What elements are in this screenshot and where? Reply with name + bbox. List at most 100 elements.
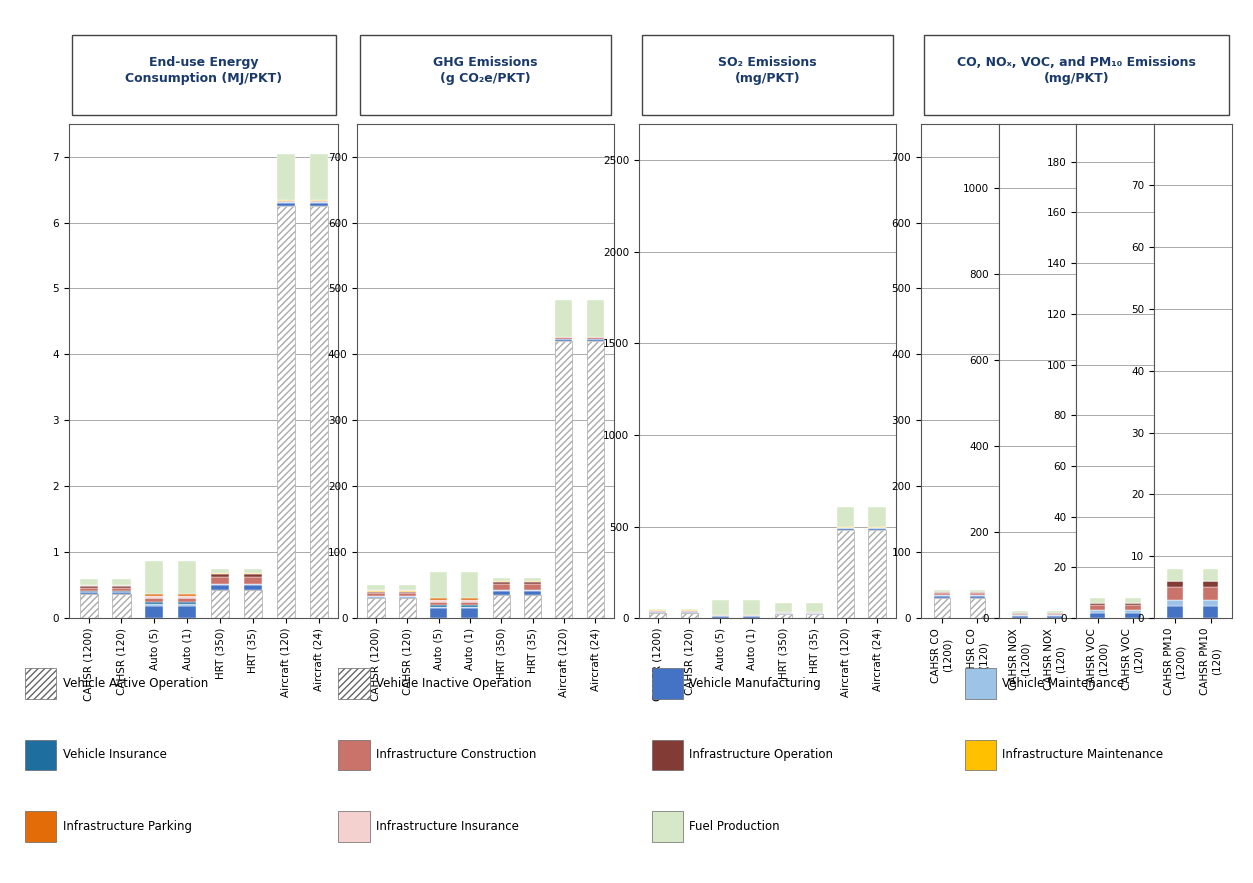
Bar (80, 593, 98, 618)
Bar (145, 606, 163, 618)
Bar (1203, 606, 1218, 618)
Bar (178, 599, 197, 601)
Bar (461, 599, 479, 600)
Bar (145, 604, 163, 606)
Bar (398, 599, 416, 618)
Bar (524, 585, 541, 590)
Bar (80, 586, 98, 588)
Bar (461, 600, 479, 601)
Bar (338, 668, 370, 698)
Bar (965, 668, 996, 698)
Bar (586, 339, 604, 341)
Bar (492, 577, 510, 580)
Bar (178, 601, 197, 604)
Bar (774, 615, 792, 618)
Bar (1168, 606, 1183, 618)
Bar (430, 607, 447, 608)
Bar (1012, 616, 1027, 618)
Bar (25, 740, 56, 770)
Bar (145, 601, 163, 604)
Text: GHG Emissions
(g CO₂e/PKT): GHG Emissions (g CO₂e/PKT) (434, 57, 538, 85)
Bar (1168, 581, 1183, 587)
Bar (868, 530, 886, 618)
Bar (80, 578, 98, 585)
Text: Vehicle Insurance: Vehicle Insurance (63, 749, 167, 761)
Bar (1048, 614, 1063, 615)
Bar (970, 593, 985, 595)
Bar (367, 585, 385, 591)
Bar (935, 592, 950, 593)
Bar (1012, 614, 1027, 615)
Bar (461, 602, 479, 605)
Bar (277, 206, 294, 618)
Bar (430, 608, 447, 618)
Bar (1203, 581, 1218, 587)
Bar (309, 154, 327, 200)
Bar (367, 592, 385, 593)
Bar (649, 609, 667, 610)
Bar (338, 811, 370, 842)
Bar (970, 596, 985, 599)
Bar (524, 591, 541, 595)
Bar (178, 606, 197, 618)
Bar (1125, 606, 1140, 610)
Text: Vehicle Manufacturing: Vehicle Manufacturing (689, 676, 821, 690)
Bar (80, 592, 98, 593)
Bar (935, 599, 950, 618)
Bar (970, 592, 985, 593)
Text: Vehicle Active Operation: Vehicle Active Operation (63, 676, 208, 690)
Bar (398, 592, 416, 593)
Text: Infrastructure Insurance: Infrastructure Insurance (376, 820, 519, 834)
Bar (1125, 598, 1140, 603)
Bar (211, 585, 229, 590)
Bar (1090, 606, 1105, 610)
Bar (178, 604, 197, 606)
Bar (461, 608, 479, 618)
Text: Infrastructure Operation: Infrastructure Operation (689, 749, 833, 761)
Bar (398, 593, 416, 596)
Bar (1090, 610, 1105, 613)
Bar (1090, 603, 1105, 606)
FancyBboxPatch shape (923, 35, 1229, 115)
Bar (1012, 611, 1027, 613)
Bar (244, 577, 262, 584)
Bar (837, 508, 855, 527)
Bar (837, 528, 855, 530)
Bar (774, 603, 792, 612)
Bar (652, 811, 683, 842)
Bar (1048, 611, 1063, 613)
Bar (461, 605, 479, 607)
Bar (244, 574, 262, 577)
Bar (1203, 587, 1218, 600)
Bar (935, 593, 950, 595)
Bar (586, 341, 604, 618)
Bar (367, 597, 385, 599)
Bar (524, 595, 541, 618)
Text: Vehicle Maintenance: Vehicle Maintenance (1002, 676, 1124, 690)
Bar (338, 740, 370, 770)
Bar (211, 572, 229, 574)
Bar (277, 200, 294, 202)
Bar (806, 612, 823, 613)
Bar (145, 599, 163, 601)
Bar (145, 596, 163, 598)
Bar (25, 668, 56, 698)
Bar (680, 612, 698, 613)
Text: End-use Energy
Consumption (MJ/PKT): End-use Energy Consumption (MJ/PKT) (125, 57, 282, 85)
FancyBboxPatch shape (71, 35, 336, 115)
Bar (244, 572, 262, 574)
Bar (430, 602, 447, 605)
Bar (461, 607, 479, 608)
Bar (1203, 600, 1218, 606)
Bar (113, 592, 130, 593)
Bar (367, 593, 385, 596)
Bar (277, 154, 294, 200)
Bar (309, 200, 327, 202)
Bar (1125, 610, 1140, 613)
Bar (492, 582, 510, 585)
Bar (524, 590, 541, 591)
Bar (970, 599, 985, 618)
Bar (492, 595, 510, 618)
Bar (309, 202, 327, 203)
Bar (649, 612, 667, 613)
